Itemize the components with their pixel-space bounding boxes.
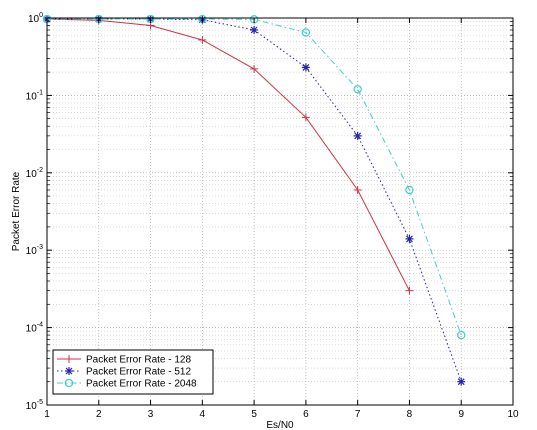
data-point: [405, 286, 414, 295]
data-point: [301, 28, 311, 37]
legend-item: Packet Error Rate - 2048: [57, 379, 197, 390]
y-tick-label: 10-4: [26, 322, 43, 335]
legend-label: Packet Error Rate - 2048: [86, 379, 197, 390]
x-tick-label: 6: [303, 409, 309, 420]
plot-frame: [46, 17, 514, 406]
y-tick-label: 10-5: [26, 399, 43, 412]
data-point: [457, 330, 466, 340]
data-point: [405, 185, 414, 195]
data-point: [198, 35, 207, 44]
legend-label: Packet Error Rate - 128: [86, 355, 191, 366]
data-point: [301, 63, 310, 72]
legend-box: [52, 349, 214, 395]
x-axis-ticks: 1 2 3 4 5 6 7 8 9 10: [44, 18, 519, 420]
x-tick-label: 8: [407, 409, 413, 420]
legend-item: Packet Error Rate - 512: [57, 367, 191, 378]
x-tick-label: 10: [507, 409, 519, 420]
x-tick-label: 3: [148, 409, 154, 420]
legend-item: Packet Error Rate - 128: [57, 355, 191, 366]
data-point: [405, 234, 414, 243]
data-point: [353, 185, 362, 194]
x-axis-label: Es/N0: [266, 420, 294, 430]
legend-marker: [65, 367, 73, 375]
data-point: [353, 131, 362, 140]
data-point: [250, 64, 259, 73]
y-tick-label: 10-2: [26, 167, 43, 180]
x-tick-label: 9: [458, 409, 464, 420]
plot-area: [47, 18, 513, 405]
x-tick-label: 2: [96, 409, 102, 420]
y-tick-label: 10-1: [26, 89, 43, 102]
data-point: [457, 377, 466, 386]
x-tick-label: 5: [251, 409, 257, 420]
y-axis-ticks: 100 10-1 10-2 10-3 10-4 10-5: [26, 12, 513, 412]
y-tick-label: 10-3: [26, 244, 43, 257]
data-point: [250, 25, 259, 34]
legend-marker: [64, 378, 74, 388]
legend-label: Packet Error Rate - 512: [86, 367, 191, 378]
y-tick-label: 100: [28, 12, 43, 25]
x-tick-label: 4: [200, 409, 206, 420]
x-tick-label: 7: [355, 409, 361, 420]
legend-marker: [65, 355, 73, 363]
data-point: [353, 85, 362, 94]
y-axis-label: Packet Error Rate: [11, 171, 22, 251]
x-tick-label: 1: [44, 409, 50, 420]
series-line: [46, 18, 410, 291]
data-point: [301, 113, 310, 122]
